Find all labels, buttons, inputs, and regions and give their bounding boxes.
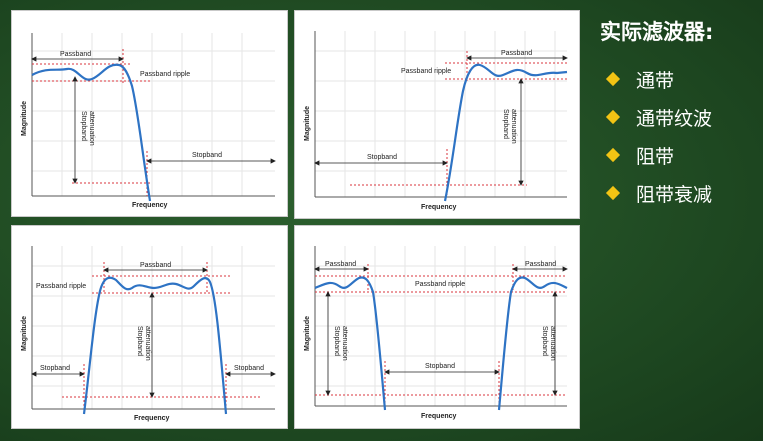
attenuation-label-line2: attenuation	[144, 326, 151, 361]
stopband-label: Stopband	[192, 152, 222, 159]
y-axis-title: Magnitude	[21, 316, 28, 351]
bandpass-diagram: Passband Passband ripple Stopband attenu…	[11, 225, 288, 429]
passband-label: Passband	[501, 50, 532, 57]
attenuation-right-label-line2: attenuation	[549, 326, 556, 361]
highpass-diagram: Passband Passband ripple Stopband attenu…	[294, 10, 580, 219]
bullet-item-stopband-attenuation: 阻带衰减	[596, 174, 756, 212]
x-axis-title: Frequency	[132, 202, 168, 209]
stopband-left-label: Stopband	[40, 365, 70, 372]
ripple-label: Passband ripple	[401, 68, 451, 75]
diamond-bullet-icon	[605, 71, 621, 87]
y-axis-title: Magnitude	[304, 316, 311, 351]
attenuation-label-line2: attenuation	[510, 109, 517, 144]
diamond-bullet-icon	[605, 147, 621, 163]
attenuation-label: Stopband	[136, 326, 143, 356]
passband-right-label: Passband	[525, 261, 556, 268]
slide-title: 实际滤波器:	[600, 20, 714, 44]
x-axis-title: Frequency	[134, 415, 170, 422]
y-axis-title: Magnitude	[304, 106, 311, 141]
attenuation-label-line2: attenuation	[88, 111, 95, 146]
attenuation-right-label: Stopband	[541, 326, 548, 356]
passband-label: Passband	[60, 51, 91, 58]
x-axis-title: Frequency	[421, 413, 457, 420]
stopband-label: Stopband	[367, 154, 397, 161]
bandpass-svg: Passband Passband ripple Stopband attenu…	[21, 246, 276, 422]
bullet-label: 阻带	[636, 145, 675, 168]
y-axis-title: Magnitude	[21, 101, 28, 136]
passband-label: Passband	[140, 262, 171, 269]
bullet-label: 阻带衰减	[636, 183, 713, 206]
bullet-label: 通带	[636, 69, 675, 92]
bullet-list: 通带 通带纹波 阻带 阻带衰减	[596, 60, 756, 212]
attenuation-label: Stopband	[502, 109, 509, 139]
bullet-item-passband-ripple: 通带纹波	[596, 98, 756, 136]
diamond-bullet-icon	[605, 109, 621, 125]
lowpass-diagram: Passband Passband ripple Stopband attenu…	[11, 10, 288, 217]
attenuation-left-label: Stopband	[333, 326, 340, 356]
passband-left-label: Passband	[325, 261, 356, 268]
bullet-item-stopband: 阻带	[596, 136, 756, 174]
stopband-right-label: Stopband	[234, 365, 264, 372]
ripple-label: Passband ripple	[140, 71, 190, 78]
attenuation-label: Stopband	[80, 111, 87, 141]
lowpass-svg: Passband Passband ripple Stopband attenu…	[21, 33, 276, 209]
bullet-item-passband: 通带	[596, 60, 756, 98]
stopband-label: Stopband	[425, 363, 455, 370]
bandstop-svg: Passband Passband Passband ripple Stopba…	[304, 246, 568, 420]
highpass-svg: Passband Passband ripple Stopband attenu…	[304, 31, 568, 211]
bullet-label: 通带纹波	[636, 107, 713, 130]
ripple-label: Passband ripple	[36, 283, 86, 290]
bandstop-diagram: Passband Passband Passband ripple Stopba…	[294, 225, 580, 429]
ripple-label: Passband ripple	[415, 281, 465, 288]
diamond-bullet-icon	[605, 185, 621, 201]
bullet-panel: 实际滤波器: 通带 通带纹波 阻带 阻带衰减	[596, 16, 756, 212]
x-axis-title: Frequency	[421, 204, 457, 211]
attenuation-left-label-line2: attenuation	[341, 326, 348, 361]
